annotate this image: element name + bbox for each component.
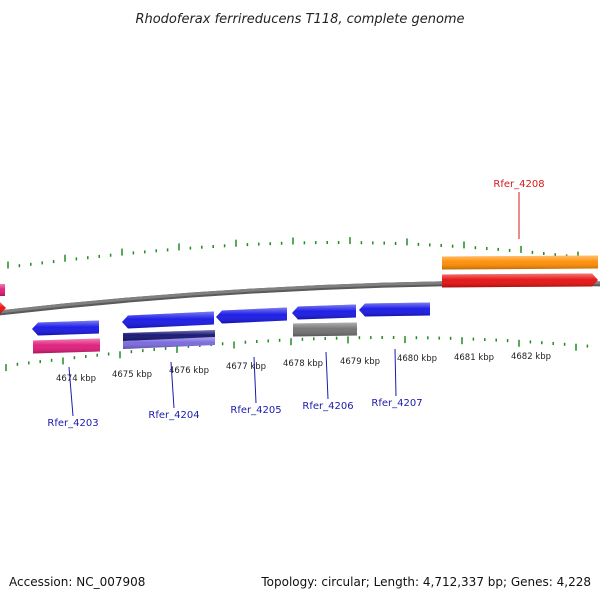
gene-rfer-4203-cds[interactable] [33,338,100,354]
gene-rfer-4208-upper[interactable] [442,255,598,270]
gene-shine [293,322,357,337]
gene-rfer-4206-cds[interactable] [293,322,357,337]
gene-shine [442,255,598,270]
gene-shine [292,304,356,320]
gene-shine [122,311,214,329]
map-title: Rhodoferax ferrireducens T118, complete … [135,12,464,27]
gene-rfer-4206[interactable] [292,304,356,320]
gene-shine [123,337,215,349]
gene-shine [359,302,430,317]
gene-left-red[interactable] [0,302,6,314]
leader-line [253,356,257,404]
gene-shine [32,320,99,336]
kbp-label: 4680 kbp [397,354,437,364]
gene-shine [0,302,6,314]
gene-shine [0,284,5,296]
gene-label-rfer-4205[interactable]: Rfer_4205 [230,356,282,416]
gene-features [0,255,598,354]
gene-label-text: Rfer_4208 [493,179,544,190]
gene-label-rfer-4203[interactable]: Rfer_4203 [47,366,99,429]
gene-rfer-4208[interactable] [442,273,598,288]
kbp-axis-labels: 4674 kbp 4675 kbp 4676 kbp 4677 kbp 4678… [56,352,551,384]
gene-rfer-4207[interactable] [359,302,430,317]
kbp-label: 4676 kbp [169,366,209,376]
gene-rfer-4205[interactable] [216,307,287,324]
kbp-label: 4675 kbp [112,370,152,380]
outer-tick-ring [7,237,591,269]
gene-left-pink[interactable] [0,284,5,296]
gene-label-text: Rfer_4207 [371,398,422,409]
leader-line [68,366,74,417]
leader-line [170,361,175,409]
kbp-label: 4681 kbp [454,353,494,363]
gene-label-text: Rfer_4203 [47,418,98,429]
kbp-label: 4679 kbp [340,357,380,367]
gene-label-rfer-4206[interactable]: Rfer_4206 [302,351,354,412]
gene-rfer-4204[interactable] [122,311,214,329]
gene-rfer-4203[interactable] [32,320,99,336]
gene-label-rfer-4207[interactable]: Rfer_4207 [371,348,423,409]
gene-label-text: Rfer_4204 [148,410,199,421]
kbp-label: 4674 kbp [56,374,96,384]
gene-label-rfer-4204[interactable]: Rfer_4204 [148,361,200,421]
topology-text: Topology: circular; Length: 4,712,337 bp… [260,575,591,589]
gene-rfer-4204-cds-2[interactable] [123,337,215,349]
gene-shine [216,307,287,324]
gene-labels: Rfer_4203 Rfer_4204 Rfer_4205 Rfer_4206 … [47,179,544,429]
gene-shine [33,338,100,354]
leader-line [394,348,397,397]
kbp-label: 4682 kbp [511,352,551,362]
gene-label-text: Rfer_4205 [230,405,281,416]
gene-shine [442,273,598,288]
gene-label-text: Rfer_4206 [302,401,353,412]
kbp-label: 4677 kbp [226,362,266,372]
leader-line [325,351,329,400]
gene-label-rfer-4208[interactable]: Rfer_4208 [493,179,545,239]
kbp-label: 4678 kbp [283,359,323,369]
accession-text: Accession: NC_007908 [9,575,145,589]
